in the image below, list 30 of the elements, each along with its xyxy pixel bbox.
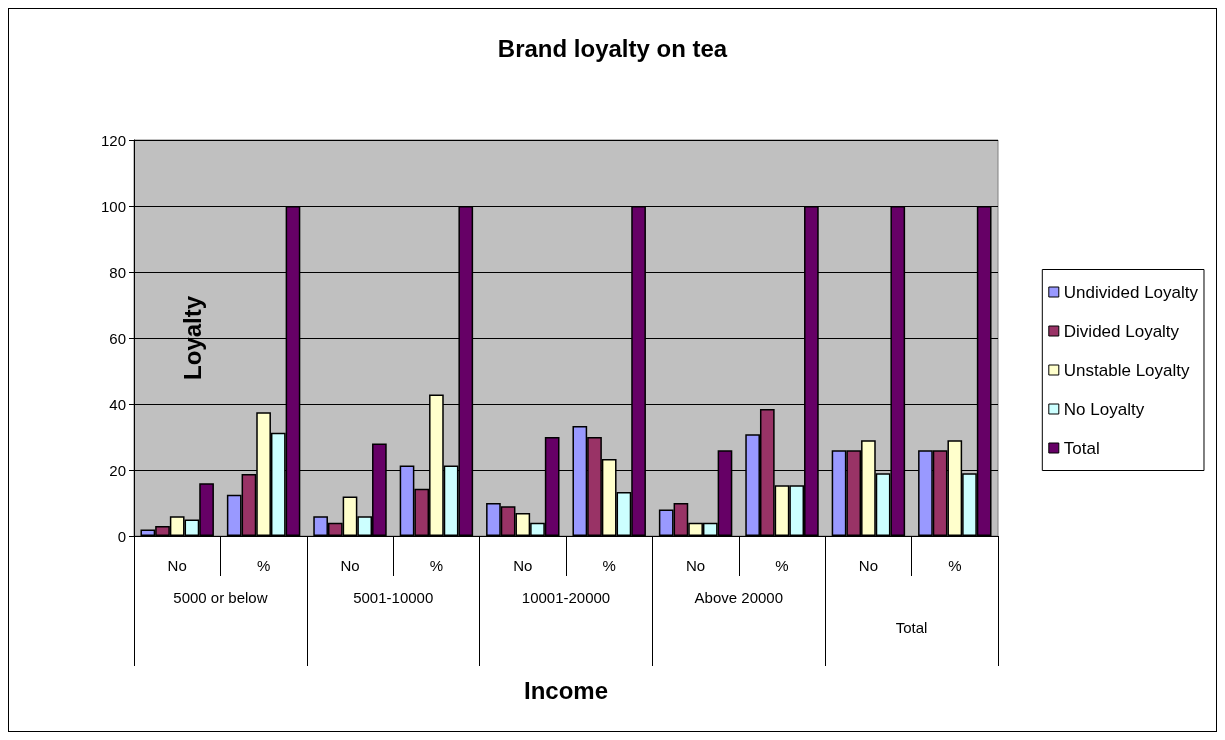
text: Above 20000: [694, 589, 784, 606]
text: Total: [895, 619, 928, 636]
x-tick-label: %: [948, 557, 962, 574]
x-tick-label: No: [858, 557, 878, 574]
x-tick-label: %: [775, 557, 789, 574]
y-axis-title: Loyalty: [178, 295, 206, 381]
y-tick-label: 0: [117, 527, 126, 545]
text: 5001-10000: [353, 589, 434, 606]
x-tick-label: No: [167, 557, 187, 574]
y-tick-label: 20: [109, 461, 126, 479]
x-tick-label: %: [429, 557, 444, 574]
legend-label: No Loyalty: [1063, 399, 1145, 419]
x-tick-label: No: [340, 557, 360, 574]
x-axis-title: Income: [523, 676, 609, 704]
legend-label: Undivided Loyalty: [1063, 282, 1199, 302]
x-tick-label: No: [686, 557, 706, 574]
chart-title: Brand loyalty on tea: [497, 34, 728, 62]
y-tick-label: 120: [100, 131, 126, 149]
y-tick-label: 100: [100, 197, 126, 215]
legend-label: Unstable Loyalty: [1063, 360, 1190, 380]
x-tick-label: %: [256, 557, 271, 574]
text: 10001-20000: [521, 589, 611, 606]
legend-label: Divided Loyalty: [1063, 321, 1180, 341]
legend-label: Total: [1063, 438, 1100, 458]
y-tick-label: 60: [109, 329, 126, 347]
text: 5000 or below: [173, 589, 268, 606]
y-tick-label: 40: [109, 395, 126, 413]
x-tick-label: %: [602, 557, 616, 574]
y-tick-label: 80: [109, 263, 126, 281]
x-tick-label: No: [513, 557, 533, 574]
